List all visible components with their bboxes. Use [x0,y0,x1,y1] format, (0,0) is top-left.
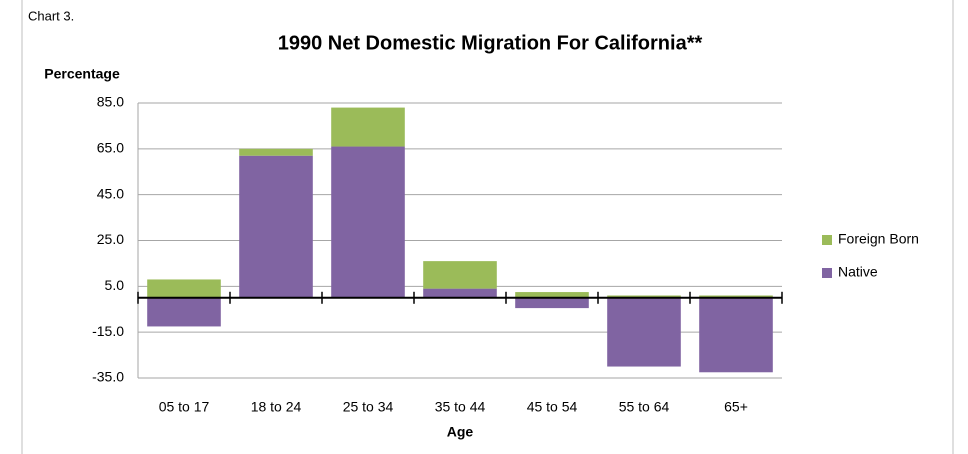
x-tick-label: 35 to 44 [435,399,486,415]
x-tick-label: 25 to 34 [343,399,394,415]
bar [331,146,405,298]
bar [515,292,589,298]
bar [239,148,313,156]
y-tick-label: 45.0 [97,185,124,201]
legend-label: Native [838,264,878,280]
bar [607,295,681,298]
y-axis-label: Percentage [44,66,120,82]
bar [515,297,589,309]
x-tick-label: 05 to 17 [159,399,210,415]
y-tick-label: 65.0 [97,140,124,156]
x-tick-label: 55 to 64 [619,399,670,415]
chart-title: 1990 Net Domestic Migration For Californ… [278,32,703,54]
bar [423,288,497,298]
bar [607,297,681,367]
bar [147,297,221,327]
legend-swatch [822,268,832,278]
y-tick-label: 85.0 [97,94,124,110]
bar [331,107,405,147]
x-tick-label: 65+ [724,399,748,415]
bar [147,279,221,298]
legend-swatch [822,235,832,245]
y-tick-label: -15.0 [92,323,124,339]
bar [239,155,313,298]
y-tick-label: 5.0 [105,277,125,293]
bar [699,295,773,298]
x-axis-label: Age [447,424,474,440]
bar [699,297,773,373]
y-tick-label: 25.0 [97,231,124,247]
x-tick-label: 45 to 54 [527,399,578,415]
y-tick-label: -35.0 [92,369,124,385]
x-tick-label: 18 to 24 [251,399,302,415]
chart-label: Chart 3. [28,8,74,23]
bar [423,261,497,289]
legend-label: Foreign Born [838,231,919,247]
